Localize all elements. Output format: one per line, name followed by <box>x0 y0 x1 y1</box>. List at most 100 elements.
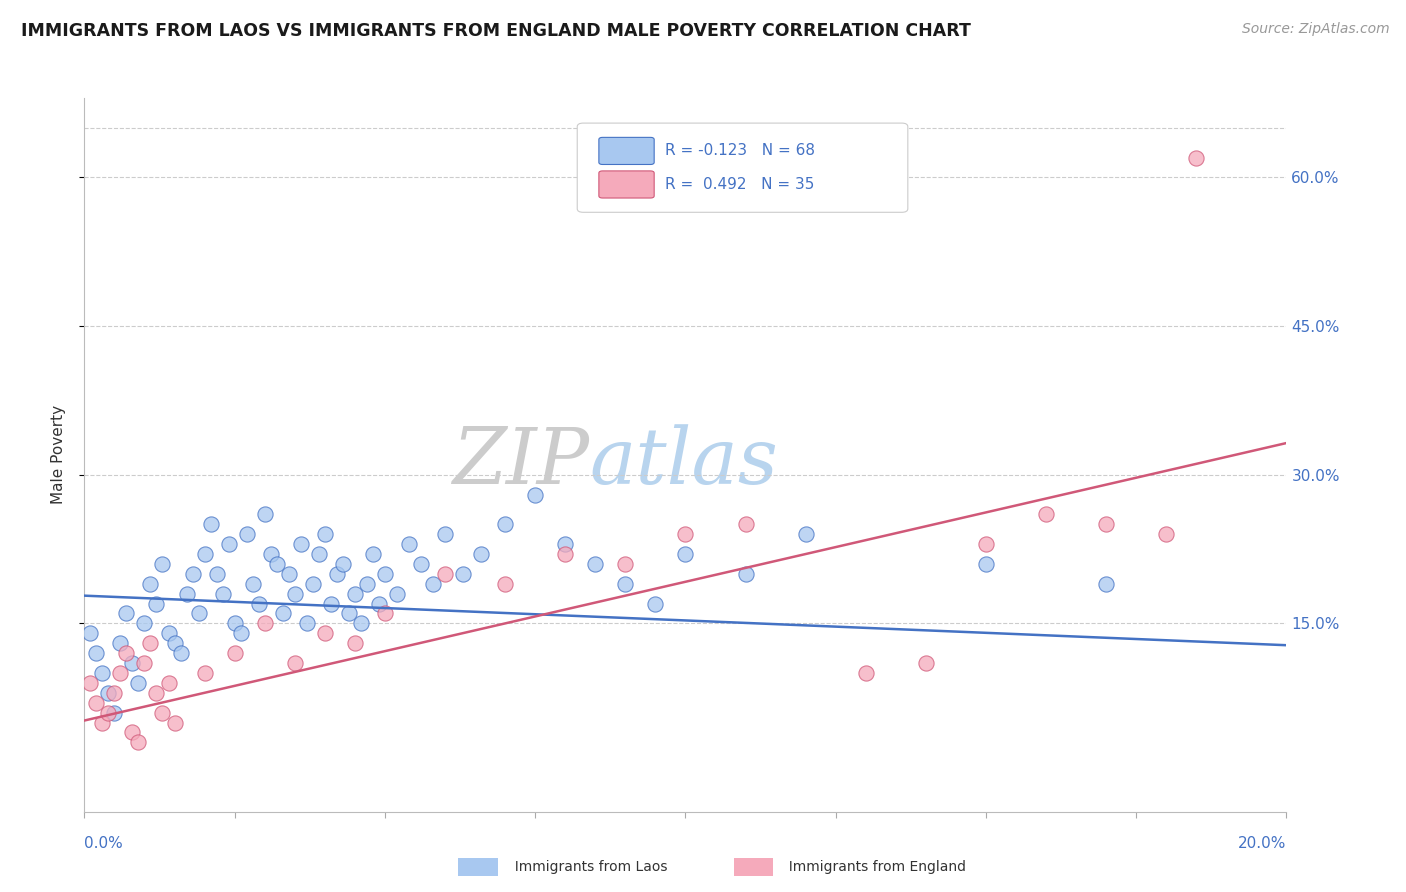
Text: ZIP: ZIP <box>453 424 589 500</box>
Point <box>308 547 330 561</box>
Text: 0.0%: 0.0% <box>84 837 124 852</box>
Point <box>554 547 576 561</box>
Point <box>103 686 125 700</box>
Text: atlas: atlas <box>589 424 778 500</box>
Point <box>644 597 666 611</box>
Point <box>1095 576 1118 591</box>
Point <box>110 665 132 680</box>
FancyBboxPatch shape <box>599 171 654 198</box>
Point <box>79 676 101 690</box>
Point <box>91 665 114 680</box>
Point <box>187 607 209 621</box>
Point <box>86 646 108 660</box>
Point <box>290 537 312 551</box>
Point <box>205 566 228 581</box>
Point <box>253 616 276 631</box>
Point <box>409 557 432 571</box>
Point <box>97 686 120 700</box>
Point <box>139 636 162 650</box>
Point <box>266 557 288 571</box>
Point <box>127 676 149 690</box>
Point <box>1035 508 1057 522</box>
Point <box>343 587 366 601</box>
Point <box>343 636 366 650</box>
Point <box>176 587 198 601</box>
Text: IMMIGRANTS FROM LAOS VS IMMIGRANTS FROM ENGLAND MALE POVERTY CORRELATION CHART: IMMIGRANTS FROM LAOS VS IMMIGRANTS FROM … <box>21 22 972 40</box>
Point <box>284 656 307 670</box>
Point <box>314 527 336 541</box>
Point <box>470 547 492 561</box>
Point <box>326 566 349 581</box>
Point <box>319 597 342 611</box>
Point <box>277 566 299 581</box>
Point <box>181 566 204 581</box>
Point <box>422 576 444 591</box>
Point <box>218 537 240 551</box>
Point <box>194 665 217 680</box>
Point <box>224 616 246 631</box>
Point <box>855 665 877 680</box>
Point <box>614 557 637 571</box>
Point <box>494 576 516 591</box>
Point <box>152 706 174 720</box>
Point <box>169 646 191 660</box>
Point <box>253 508 276 522</box>
FancyBboxPatch shape <box>733 857 775 877</box>
Point <box>583 557 606 571</box>
Point <box>91 715 114 730</box>
Point <box>367 597 389 611</box>
Point <box>554 537 576 551</box>
Point <box>145 597 167 611</box>
Point <box>115 607 138 621</box>
Point <box>295 616 318 631</box>
Point <box>314 626 336 640</box>
Point <box>1156 527 1178 541</box>
Point <box>974 557 997 571</box>
Point <box>235 527 257 541</box>
Point <box>374 566 396 581</box>
Point <box>398 537 420 551</box>
Point <box>675 547 697 561</box>
Point <box>110 636 132 650</box>
Point <box>356 576 378 591</box>
Point <box>157 676 180 690</box>
Point <box>434 566 457 581</box>
Point <box>211 587 233 601</box>
Point <box>152 557 174 571</box>
Point <box>121 725 143 739</box>
Point <box>200 517 222 532</box>
Point <box>127 735 149 749</box>
Point <box>614 576 637 591</box>
Point <box>115 646 138 660</box>
Text: Immigrants from Laos: Immigrants from Laos <box>506 860 668 874</box>
Point <box>374 607 396 621</box>
Point <box>229 626 252 640</box>
Point <box>134 616 156 631</box>
Point <box>350 616 373 631</box>
Point <box>284 587 307 601</box>
Point <box>434 527 457 541</box>
Point <box>734 566 756 581</box>
Text: Source: ZipAtlas.com: Source: ZipAtlas.com <box>1241 22 1389 37</box>
Point <box>163 636 186 650</box>
Y-axis label: Male Poverty: Male Poverty <box>51 405 66 505</box>
Point <box>97 706 120 720</box>
Point <box>332 557 354 571</box>
Point <box>915 656 938 670</box>
Point <box>734 517 756 532</box>
Text: 20.0%: 20.0% <box>1239 837 1286 852</box>
Point <box>121 656 143 670</box>
Point <box>1095 517 1118 532</box>
Point <box>260 547 283 561</box>
Point <box>337 607 360 621</box>
FancyBboxPatch shape <box>578 123 908 212</box>
Point <box>794 527 817 541</box>
Text: R = -0.123   N = 68: R = -0.123 N = 68 <box>665 144 815 159</box>
Point <box>247 597 270 611</box>
Text: R =  0.492   N = 35: R = 0.492 N = 35 <box>665 177 814 192</box>
Point <box>451 566 474 581</box>
Point <box>301 576 323 591</box>
Point <box>163 715 186 730</box>
Text: Immigrants from England: Immigrants from England <box>780 860 966 874</box>
Point <box>139 576 162 591</box>
